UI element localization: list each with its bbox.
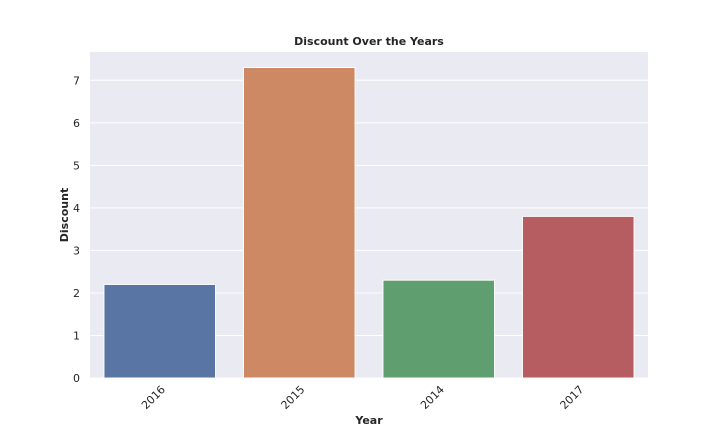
bar-2014 xyxy=(382,279,496,379)
y-tick-label: 2 xyxy=(73,287,80,300)
y-tick-label: 0 xyxy=(73,372,80,385)
bar-2017 xyxy=(521,215,635,379)
bar-2015 xyxy=(242,67,356,379)
chart-title: Discount Over the Years xyxy=(294,35,444,48)
x-tick-label: 2017 xyxy=(558,383,587,412)
y-tick-label: 7 xyxy=(73,74,80,87)
x-tick-label: 2014 xyxy=(418,383,447,412)
y-tick-label: 4 xyxy=(73,202,80,215)
x-tick-label: 2016 xyxy=(139,383,168,412)
y-tick-label: 1 xyxy=(73,329,80,342)
x-axis-label: Year xyxy=(354,414,383,427)
y-axis-label: Discount xyxy=(58,188,71,242)
y-axis-ticks: 0 1 2 3 4 5 6 7 xyxy=(73,74,80,385)
x-tick-label: 2015 xyxy=(279,383,308,412)
y-tick-label: 3 xyxy=(73,244,80,257)
bar-2016 xyxy=(103,283,217,379)
y-tick-label: 5 xyxy=(73,159,80,172)
y-tick-label: 6 xyxy=(73,117,80,130)
bars xyxy=(103,67,635,379)
x-axis-ticks: 2016 2015 2014 2017 xyxy=(139,383,586,412)
